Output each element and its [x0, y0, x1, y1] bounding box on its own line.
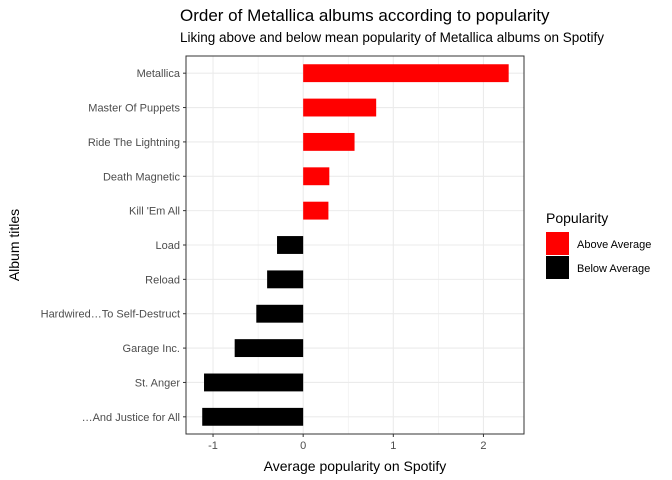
x-tick-label: 1: [390, 440, 396, 452]
y-tick-label: Ride The Lightning: [88, 137, 180, 149]
bar-master-of-puppets: [303, 98, 377, 117]
bars: [202, 64, 509, 426]
y-tick-label: Master Of Puppets: [88, 103, 180, 115]
y-tick-label: Load: [156, 240, 180, 252]
legend-key-below-average: [546, 256, 569, 279]
legend-label-above-average: Above Average: [577, 239, 651, 251]
y-tick-label: Reload: [145, 274, 180, 286]
y-axis-label: Album titles: [6, 209, 22, 281]
bar-st-anger: [204, 373, 304, 392]
y-tick-label: Garage Inc.: [123, 343, 180, 355]
x-tick-labels: -1 0 1 2: [208, 434, 487, 452]
bar-metallica: [303, 64, 509, 83]
x-tick-label: 2: [480, 440, 486, 452]
bar-reload: [267, 270, 304, 289]
chart-subtitle: Liking above and below mean popularity o…: [180, 30, 604, 45]
bar-load: [277, 236, 304, 254]
bar-garage-inc: [234, 339, 304, 358]
legend-label-below-average: Below Average: [577, 263, 650, 275]
bar-kill-em-all: [303, 201, 329, 220]
y-tick-label: Kill 'Em All: [129, 206, 180, 218]
legend: Popularity Above Average Below Average: [546, 210, 651, 279]
y-tick-label: …And Justice for All: [82, 412, 180, 424]
y-tick-label: Death Magnetic: [103, 171, 181, 183]
y-tick-labels: Metallica Master Of Puppets Ride The Light…: [41, 68, 186, 424]
x-tick-label: 0: [300, 440, 306, 452]
bar-hardwired-to-self-destruct: [256, 304, 304, 323]
legend-title: Popularity: [546, 210, 608, 226]
chart-title: Order of Metallica albums according to p…: [180, 6, 550, 25]
bar-and-justice-for-all: [202, 407, 304, 426]
bar-ride-the-lightning: [303, 132, 355, 151]
bar-death-magnetic: [303, 167, 330, 186]
y-tick-label: Metallica: [137, 68, 181, 80]
legend-key-above-average: [546, 232, 569, 255]
y-tick-label: Hardwired…To Self-Destruct: [41, 309, 180, 321]
y-tick-label: St. Anger: [135, 377, 181, 389]
x-tick-label: -1: [208, 440, 218, 452]
x-axis-label: Average popularity on Spotify: [264, 458, 447, 474]
